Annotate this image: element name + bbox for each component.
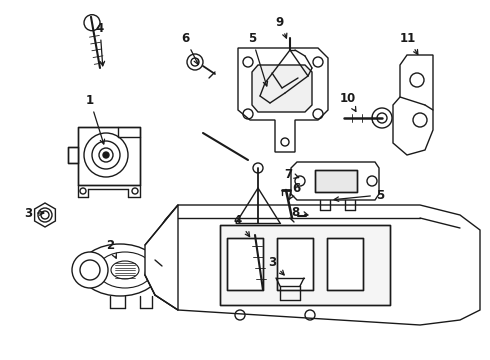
Text: 4: 4 [96,22,104,66]
Circle shape [310,208,326,224]
Ellipse shape [80,244,160,296]
Text: 8: 8 [291,206,308,219]
Polygon shape [327,238,363,290]
Polygon shape [277,238,313,290]
Text: 11: 11 [400,32,418,54]
Circle shape [72,252,108,288]
Circle shape [372,108,392,128]
Polygon shape [220,225,390,305]
Text: 5: 5 [248,32,268,86]
Polygon shape [35,203,55,227]
Polygon shape [68,147,78,163]
Ellipse shape [111,261,139,279]
Polygon shape [315,170,357,192]
Text: 7: 7 [284,167,299,180]
Text: 6: 6 [289,181,300,200]
Text: 4: 4 [234,213,249,237]
Polygon shape [238,48,328,152]
Circle shape [247,227,263,243]
Circle shape [253,163,263,173]
Circle shape [84,15,100,31]
Text: 2: 2 [106,239,116,258]
Text: 9: 9 [276,15,287,38]
Circle shape [187,54,203,70]
Polygon shape [78,127,140,185]
Text: 3: 3 [24,207,44,220]
Polygon shape [227,238,263,290]
Circle shape [251,216,265,230]
Text: 1: 1 [86,94,104,144]
Polygon shape [291,162,379,200]
Text: 6: 6 [181,32,198,64]
Text: 5: 5 [334,189,384,202]
Text: 3: 3 [268,256,284,275]
Circle shape [84,133,128,177]
Polygon shape [145,205,480,325]
Text: 10: 10 [340,91,356,111]
Polygon shape [252,65,312,112]
Circle shape [41,211,49,219]
Polygon shape [393,55,433,155]
Polygon shape [276,278,304,286]
Ellipse shape [98,252,152,288]
Circle shape [103,152,109,158]
Polygon shape [145,205,178,310]
